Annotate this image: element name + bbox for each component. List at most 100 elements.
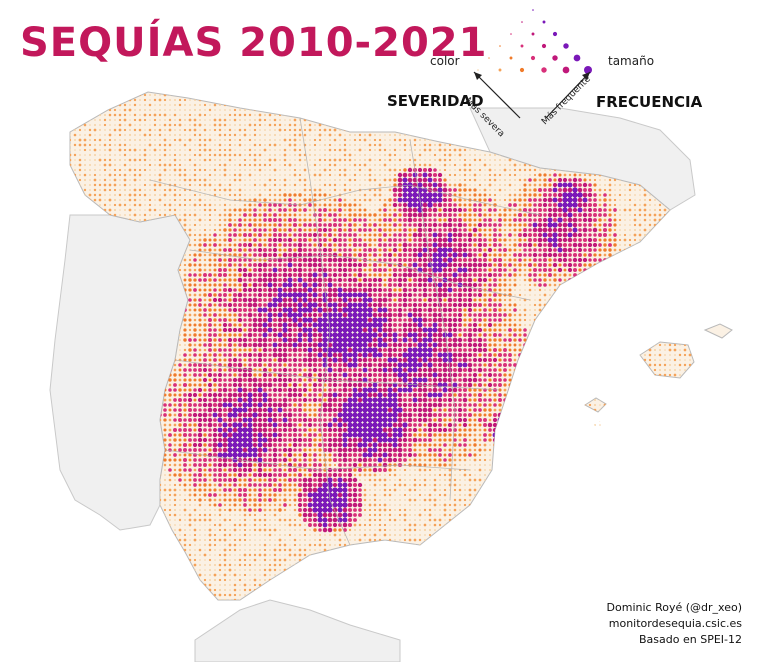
drought-dot bbox=[649, 269, 651, 271]
drought-dot bbox=[89, 89, 91, 91]
drought-dot bbox=[204, 164, 206, 166]
drought-dot bbox=[434, 159, 436, 161]
drought-dot bbox=[93, 108, 97, 112]
drought-dot bbox=[529, 89, 531, 91]
drought-dot bbox=[99, 104, 101, 106]
drought-dot bbox=[533, 238, 537, 242]
drought-dot bbox=[223, 173, 227, 177]
drought-dot bbox=[222, 272, 228, 278]
drought-dot bbox=[373, 233, 377, 237]
drought-dot bbox=[312, 262, 318, 268]
drought-dot bbox=[64, 114, 66, 116]
drought-dot bbox=[98, 118, 102, 122]
drought-dot bbox=[244, 149, 246, 151]
drought-dot bbox=[318, 173, 322, 177]
drought-dot bbox=[208, 273, 212, 277]
drought-dot bbox=[264, 174, 266, 176]
drought-dot bbox=[203, 178, 207, 182]
drought-dot bbox=[448, 188, 452, 192]
drought-dot bbox=[378, 233, 382, 237]
drought-dot bbox=[684, 214, 686, 216]
drought-dot bbox=[694, 164, 697, 167]
drought-dot bbox=[178, 133, 182, 137]
drought-dot bbox=[669, 219, 670, 221]
drought-dot bbox=[483, 243, 487, 247]
drought-dot bbox=[59, 179, 61, 181]
drought-dot bbox=[347, 257, 353, 263]
drought-dot bbox=[407, 202, 413, 208]
drought-dot bbox=[503, 208, 507, 212]
drought-dot bbox=[264, 159, 266, 161]
drought-dot bbox=[124, 89, 126, 91]
drought-dot bbox=[178, 193, 182, 197]
drought-dot bbox=[398, 238, 402, 242]
drought-dot bbox=[467, 232, 473, 238]
drought-dot bbox=[494, 184, 496, 186]
drought-dot bbox=[138, 213, 142, 217]
drought-dot bbox=[129, 114, 131, 116]
drought-dot bbox=[188, 253, 192, 257]
drought-dot bbox=[323, 103, 327, 107]
drought-dot bbox=[629, 234, 631, 236]
drought-dot bbox=[644, 89, 647, 92]
drought-dot bbox=[422, 172, 428, 178]
drought-dot bbox=[552, 222, 558, 228]
drought-dot bbox=[368, 238, 372, 242]
drought-dot bbox=[412, 262, 418, 268]
drought-dot bbox=[417, 277, 423, 283]
drought-dot bbox=[129, 119, 131, 121]
drought-dot bbox=[294, 179, 296, 181]
drought-dot bbox=[572, 202, 578, 208]
drought-dot bbox=[363, 248, 367, 252]
drought-dot bbox=[398, 143, 402, 147]
drought-dot bbox=[348, 118, 352, 122]
drought-dot bbox=[442, 242, 448, 248]
drought-dot bbox=[309, 139, 311, 141]
drought-dot bbox=[523, 218, 527, 222]
drought-dot bbox=[473, 173, 477, 177]
drought-dot bbox=[338, 248, 342, 252]
drought-dot bbox=[533, 273, 537, 277]
drought-dot bbox=[273, 188, 277, 192]
drought-dot bbox=[59, 109, 61, 111]
drought-dot bbox=[74, 89, 76, 91]
drought-dot bbox=[643, 118, 647, 122]
drought-dot bbox=[209, 134, 211, 136]
drought-dot bbox=[253, 118, 257, 122]
drought-dot bbox=[498, 238, 502, 242]
drought-dot bbox=[649, 209, 651, 211]
drought-dot bbox=[633, 233, 637, 237]
drought-dot bbox=[238, 103, 242, 107]
drought-dot bbox=[689, 114, 691, 116]
drought-dot bbox=[247, 242, 253, 248]
drought-dot bbox=[208, 278, 212, 282]
drought-dot bbox=[119, 109, 121, 111]
drought-dot bbox=[319, 154, 321, 156]
drought-dot bbox=[689, 239, 692, 242]
drought-dot bbox=[689, 129, 691, 131]
drought-dot bbox=[468, 208, 472, 212]
drought-dot bbox=[679, 119, 682, 122]
drought-dot bbox=[432, 232, 438, 238]
drought-dot bbox=[218, 268, 222, 272]
drought-dot bbox=[674, 129, 676, 131]
drought-dot bbox=[242, 242, 248, 248]
drought-dot bbox=[373, 173, 377, 177]
drought-dot bbox=[297, 247, 303, 253]
drought-dot bbox=[368, 243, 372, 247]
drought-dot bbox=[349, 124, 351, 126]
drought-dot bbox=[598, 243, 602, 247]
drought-dot bbox=[334, 144, 336, 146]
drought-dot bbox=[173, 168, 177, 172]
drought-dot bbox=[109, 194, 111, 196]
drought-dot bbox=[679, 124, 681, 126]
drought-dot bbox=[113, 213, 117, 217]
drought-dot bbox=[343, 138, 347, 142]
drought-dot bbox=[669, 249, 670, 251]
drought-dot bbox=[383, 223, 387, 227]
drought-dot bbox=[173, 138, 177, 142]
drought-dot bbox=[483, 218, 487, 222]
drought-dot bbox=[448, 153, 452, 157]
drought-dot bbox=[74, 149, 76, 151]
